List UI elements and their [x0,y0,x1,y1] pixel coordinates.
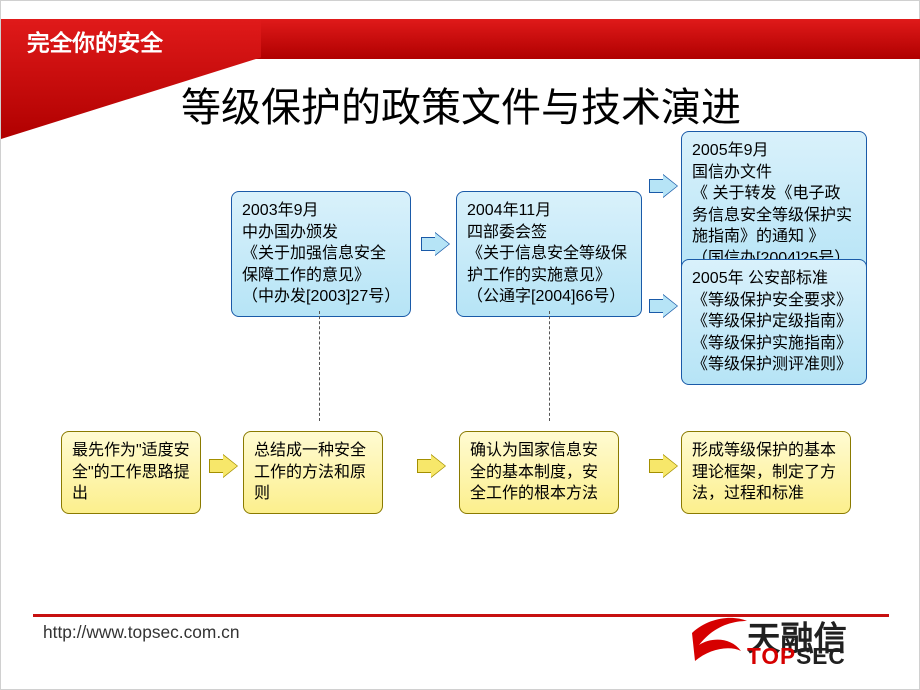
node-line: 《关于信息安全等级保护工作的实施意见》 [467,243,631,286]
arrow-right-icon [649,459,663,473]
logo-swoosh-icon [689,615,751,663]
policy-node-doc-2005a: 2005年9月国信办文件《 关于转发《电子政务信息安全等级保护实施指南》的通知 … [681,131,867,279]
arrow-right-icon [421,237,435,251]
logo-text-en: TOPSEC [747,643,846,670]
policy-node-doc-2005b: 2005年 公安部标准《等级保护安全要求》《等级保护定级指南》《等级保护实施指南… [681,259,867,385]
node-line: 国信办文件 [692,162,856,184]
arrow-right-icon [649,299,663,313]
arrow-right-icon [417,459,431,473]
policy-node-doc-2003: 2003年9月中办国办颁发《关于加强信息安全保障工作的意见》（中办发[2003]… [231,191,411,317]
dashed-connector [319,311,320,421]
evolution-node-step-3: 确认为国家信息安全的基本制度，安全工作的根本方法 [459,431,619,514]
arrow-head-icon [431,455,445,477]
node-line: 2005年 公安部标准 [692,268,856,290]
arrow-head-icon [663,175,677,197]
node-line: （中办发[2003]27号） [242,286,400,308]
node-line: 中办国办颁发 [242,222,400,244]
diagram-area: 2003年9月中办国办颁发《关于加强信息安全保障工作的意见》（中办发[2003]… [1,141,920,581]
arrow-head-icon [663,455,677,477]
arrow-head-icon [663,295,677,317]
evolution-node-step-2: 总结成一种安全工作的方法和原则 [243,431,383,514]
footer-url: http://www.topsec.com.cn [43,622,239,643]
arrow-head-icon [435,233,449,255]
logo-en-black: SEC [796,643,846,669]
node-line: 2003年9月 [242,200,400,222]
node-line: 四部委会签 [467,222,631,244]
banner-tagline: 完全你的安全 [27,25,163,58]
policy-node-doc-2004: 2004年11月四部委会签《关于信息安全等级保护工作的实施意见》（公通字[200… [456,191,642,317]
evolution-node-step-1: 最先作为"适度安全"的工作思路提出 [61,431,201,514]
node-line: 《 关于转发《电子政务信息安全等级保护实施指南》的通知 》 [692,183,856,248]
evolution-node-step-4: 形成等级保护的基本理论框架，制定了方法，过程和标准 [681,431,851,514]
node-line: 《关于加强信息安全保障工作的意见》 [242,243,400,286]
logo-en-red: TOP [747,643,796,669]
node-line: 《等级保护安全要求》 [692,290,856,312]
arrow-right-icon [649,179,663,193]
node-line: 《等级保护实施指南》 [692,333,856,355]
node-line: 2004年11月 [467,200,631,222]
dashed-connector [549,311,550,421]
node-line: 2005年9月 [692,140,856,162]
brand-logo: 天融信 TOPSEC [689,615,879,671]
arrow-head-icon [223,455,237,477]
arrow-right-icon [209,459,223,473]
node-line: 《等级保护测评准则》 [692,354,856,376]
node-line: （公通字[2004]66号） [467,286,631,308]
node-line: 《等级保护定级指南》 [692,311,856,333]
